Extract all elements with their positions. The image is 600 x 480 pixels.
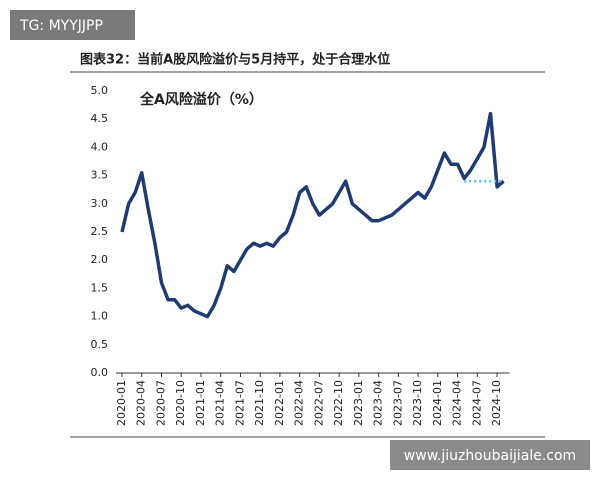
x-tick-label: 2020-07 <box>154 380 167 426</box>
x-tick-label: 2021-04 <box>214 380 227 426</box>
y-tick-label: 0.0 <box>91 366 109 379</box>
x-tick-label: 2021-01 <box>194 380 207 426</box>
x-tick-label: 2023-10 <box>411 380 424 426</box>
x-tick-label: 2024-01 <box>431 380 444 426</box>
x-tick-label: 2022-10 <box>332 380 345 426</box>
y-tick-label: 2.5 <box>91 225 109 238</box>
y-tick-label: 1.0 <box>91 310 109 323</box>
footer-watermark: www.jiuzhoubaijiale.com <box>404 448 576 464</box>
x-tick-label: 2022-07 <box>312 380 325 426</box>
x-tick-label: 2023-01 <box>352 380 365 426</box>
footer-watermark-box <box>390 440 590 470</box>
x-tick-label: 2022-01 <box>273 380 286 426</box>
x-tick-label: 2024-04 <box>451 380 464 426</box>
y-tick-label: 4.5 <box>91 112 109 125</box>
x-tick-label: 2020-04 <box>135 380 148 426</box>
x-tick-label: 2020-01 <box>115 380 128 426</box>
y-tick-label: 2.0 <box>91 253 109 266</box>
x-tick-label: 2020-10 <box>174 380 187 426</box>
x-tick-label: 2024-07 <box>470 380 483 426</box>
y-tick-label: 5.0 <box>91 84 109 97</box>
y-tick-label: 4.0 <box>91 140 109 153</box>
chart-title: 图表32：当前A股风险溢价与5月持平，处于合理水位 <box>80 52 390 68</box>
watermark: TG: MYYJJPP <box>19 18 103 34</box>
y-tick-label: 0.5 <box>91 338 109 351</box>
watermark-box <box>10 10 135 40</box>
x-tick-label: 2021-07 <box>233 380 246 426</box>
y-tick-label: 3.0 <box>91 197 109 210</box>
y-tick-label: 3.5 <box>91 169 109 182</box>
x-tick-label: 2023-07 <box>391 380 404 426</box>
series-label: 全A风险溢价（%） <box>139 91 263 108</box>
y-tick-label: 1.5 <box>91 281 109 294</box>
x-tick-label: 2024-10 <box>490 380 503 426</box>
x-tick-label: 2021-10 <box>253 380 266 426</box>
x-tick-label: 2022-04 <box>293 380 306 426</box>
series-line <box>120 111 505 319</box>
x-tick-label: 2023-04 <box>372 380 385 426</box>
